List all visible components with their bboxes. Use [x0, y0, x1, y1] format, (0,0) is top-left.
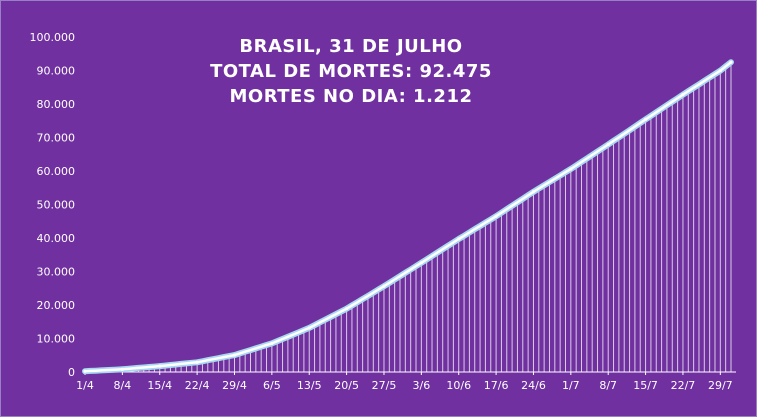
x-tick-label: 27/5	[372, 379, 397, 392]
data-point	[270, 341, 274, 345]
x-tick-label: 8/4	[114, 379, 132, 392]
y-tick-label: 80.000	[37, 98, 76, 111]
title-line-total: TOTAL DE MORTES: 92.475	[210, 61, 492, 82]
x-tick-label: 15/7	[633, 379, 658, 392]
x-tick-label: 8/7	[599, 379, 617, 392]
chart-title: BRASIL, 31 DE JULHO TOTAL DE MORTES: 92.…	[196, 34, 506, 109]
data-point	[531, 190, 536, 194]
data-point	[729, 60, 733, 64]
y-tick-label: 0	[68, 366, 75, 379]
y-tick-label: 10.000	[37, 333, 76, 346]
x-tick-label: 29/7	[708, 379, 733, 392]
x-tick-label: 3/6	[412, 379, 430, 392]
area-fill	[84, 62, 732, 372]
x-tick-label: 24/6	[521, 379, 546, 392]
x-tick-label: 13/5	[297, 379, 322, 392]
x-tick-label: 20/5	[334, 379, 359, 392]
data-points	[83, 60, 733, 373]
x-tick-label: 29/4	[222, 379, 247, 392]
data-point	[681, 93, 685, 97]
y-tick-label: 30.000	[37, 266, 76, 279]
y-axis: 0 10.000 20.000 30.000 40.000 50.000 60.000 70.…	[30, 31, 76, 379]
data-point	[195, 360, 199, 364]
x-tick-label: 22/4	[185, 379, 210, 392]
data-point	[120, 367, 124, 371]
y-tick-label: 100.000	[30, 31, 76, 44]
x-tick-label: 15/4	[147, 379, 172, 392]
title-line-date: BRASIL, 31 DE JULHO	[239, 36, 463, 57]
y-tick-label: 20.000	[37, 299, 76, 312]
y-tick-label: 50.000	[37, 199, 76, 212]
data-point	[345, 307, 349, 311]
y-tick-label: 40.000	[37, 232, 76, 245]
x-tick-label: 22/7	[671, 379, 696, 392]
data-point	[643, 117, 648, 122]
data-point	[718, 69, 722, 73]
x-tick-label: 10/6	[446, 379, 471, 392]
title-line-daily: MORTES NO DIA: 1.212	[229, 86, 473, 107]
series-line	[83, 60, 733, 373]
data-point	[494, 214, 498, 218]
x-tick-label: 1/4	[76, 379, 94, 392]
data-point	[307, 326, 311, 330]
x-axis: 1/4 8/4 15/4 22/4 29/4 6/5 13/5 20/5 27/5 3/6 10/6…	[76, 372, 733, 392]
data-point	[606, 142, 610, 147]
data-point	[457, 237, 461, 241]
data-point	[83, 369, 87, 373]
data-point	[158, 364, 162, 368]
data-point	[569, 167, 573, 171]
y-tick-label: 60.000	[37, 165, 76, 178]
data-point	[382, 284, 386, 288]
x-tick-label: 17/6	[484, 379, 509, 392]
data-point	[419, 261, 423, 265]
y-tick-label: 70.000	[37, 132, 76, 145]
y-tick-label: 90.000	[37, 65, 76, 78]
x-tick-label: 6/5	[263, 379, 281, 392]
data-point	[232, 353, 237, 357]
x-tick-label: 1/7	[562, 379, 580, 392]
